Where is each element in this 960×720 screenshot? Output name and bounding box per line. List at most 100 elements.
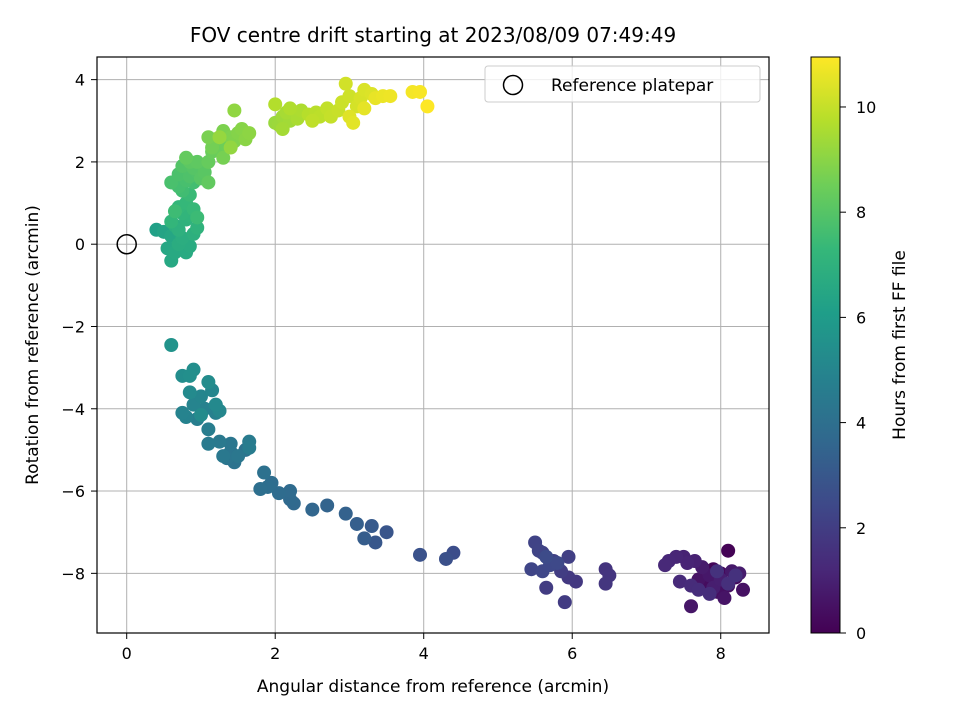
data-point xyxy=(338,506,353,521)
data-point xyxy=(598,576,613,591)
data-point xyxy=(710,564,725,579)
y-tick-label: 0 xyxy=(75,235,85,254)
data-point xyxy=(320,498,335,513)
data-point xyxy=(684,599,699,614)
legend-marker xyxy=(502,74,524,96)
data-point xyxy=(357,101,372,116)
chart-title: FOV centre drift starting at 2023/08/09 … xyxy=(190,23,676,47)
data-point xyxy=(379,525,394,540)
data-point xyxy=(524,562,539,577)
y-tick-label: −8 xyxy=(61,564,85,583)
data-point xyxy=(164,338,179,352)
data-point xyxy=(721,543,736,558)
data-point xyxy=(342,89,357,104)
x-tick-label: 2 xyxy=(270,644,280,663)
x-tick-label: 0 xyxy=(122,644,132,663)
data-point xyxy=(413,84,428,99)
data-point xyxy=(420,99,435,114)
x-axis-ticks: 0 2 4 6 8 xyxy=(122,633,726,663)
data-point xyxy=(167,204,182,219)
y-axis-label: Rotation from reference (arcmin) xyxy=(23,205,43,485)
data-point xyxy=(212,434,227,449)
data-point xyxy=(305,113,320,128)
colorbar-tick-label: 6 xyxy=(856,308,866,327)
data-points xyxy=(149,76,751,614)
data-point xyxy=(216,150,231,165)
legend: Reference platepar xyxy=(484,65,761,103)
data-point xyxy=(201,175,216,190)
data-point xyxy=(349,516,364,531)
data-point xyxy=(201,436,216,451)
data-point xyxy=(680,556,695,571)
data-point xyxy=(208,397,223,412)
data-point xyxy=(227,103,242,118)
data-point xyxy=(658,558,673,573)
data-point xyxy=(346,115,361,130)
data-point xyxy=(413,547,428,562)
data-point xyxy=(357,531,372,546)
data-point xyxy=(212,130,227,145)
data-point xyxy=(364,519,379,534)
y-axis-ticks: −8 −6 −4 −2 0 2 4 xyxy=(61,71,97,583)
data-point xyxy=(190,220,205,235)
data-point xyxy=(539,549,554,564)
data-point xyxy=(182,368,197,383)
data-point xyxy=(275,122,290,136)
data-point xyxy=(271,486,286,501)
colorbar-tick-label: 10 xyxy=(856,98,876,117)
data-point xyxy=(728,568,743,583)
y-tick-label: −2 xyxy=(61,317,85,336)
data-point xyxy=(223,436,238,451)
data-point xyxy=(190,154,205,169)
data-point xyxy=(672,574,687,589)
x-tick-label: 4 xyxy=(419,644,429,663)
y-tick-label: 4 xyxy=(75,71,85,90)
data-point xyxy=(182,385,197,400)
grid-lines xyxy=(97,57,769,633)
y-tick-label: 2 xyxy=(75,153,85,172)
data-point xyxy=(561,549,576,564)
colorbar-tick-label: 8 xyxy=(856,203,866,222)
data-point xyxy=(242,126,257,141)
data-point xyxy=(702,586,717,601)
data-point xyxy=(223,140,238,155)
data-point xyxy=(175,405,190,420)
colorbar: 0 2 4 6 8 10 Hours from first FF file xyxy=(810,56,910,643)
data-point xyxy=(268,97,283,112)
data-point xyxy=(383,89,398,104)
legend-box xyxy=(484,65,761,103)
y-tick-label: −4 xyxy=(61,400,85,419)
data-point xyxy=(368,535,383,550)
data-point xyxy=(338,76,353,91)
colorbar-tick-label: 0 xyxy=(856,624,866,643)
colorbar-gradient xyxy=(810,56,841,634)
data-point xyxy=(539,580,554,595)
x-tick-label: 8 xyxy=(716,644,726,663)
data-point xyxy=(216,449,231,464)
colorbar-ticks: 0 2 4 6 8 10 xyxy=(840,98,876,643)
data-point xyxy=(242,440,257,455)
y-tick-label: −6 xyxy=(61,482,85,501)
legend-label: Reference platepar xyxy=(551,76,713,96)
data-point xyxy=(231,449,246,464)
data-point xyxy=(550,556,565,571)
data-point xyxy=(557,595,572,610)
data-point xyxy=(736,582,751,597)
x-axis-label: Angular distance from reference (arcmin) xyxy=(257,677,609,697)
data-point xyxy=(190,210,205,225)
data-point xyxy=(201,375,216,390)
data-point xyxy=(691,582,706,597)
data-point xyxy=(201,422,216,437)
data-point xyxy=(193,407,208,422)
data-point xyxy=(179,150,194,165)
data-point xyxy=(283,484,298,499)
colorbar-tick-label: 4 xyxy=(856,414,866,433)
data-point xyxy=(193,389,208,404)
data-point xyxy=(717,591,732,606)
data-point xyxy=(438,551,453,566)
data-point xyxy=(283,101,298,116)
data-point xyxy=(257,465,272,480)
plot-frame xyxy=(96,56,770,634)
reference-platepar-marker xyxy=(116,233,137,255)
